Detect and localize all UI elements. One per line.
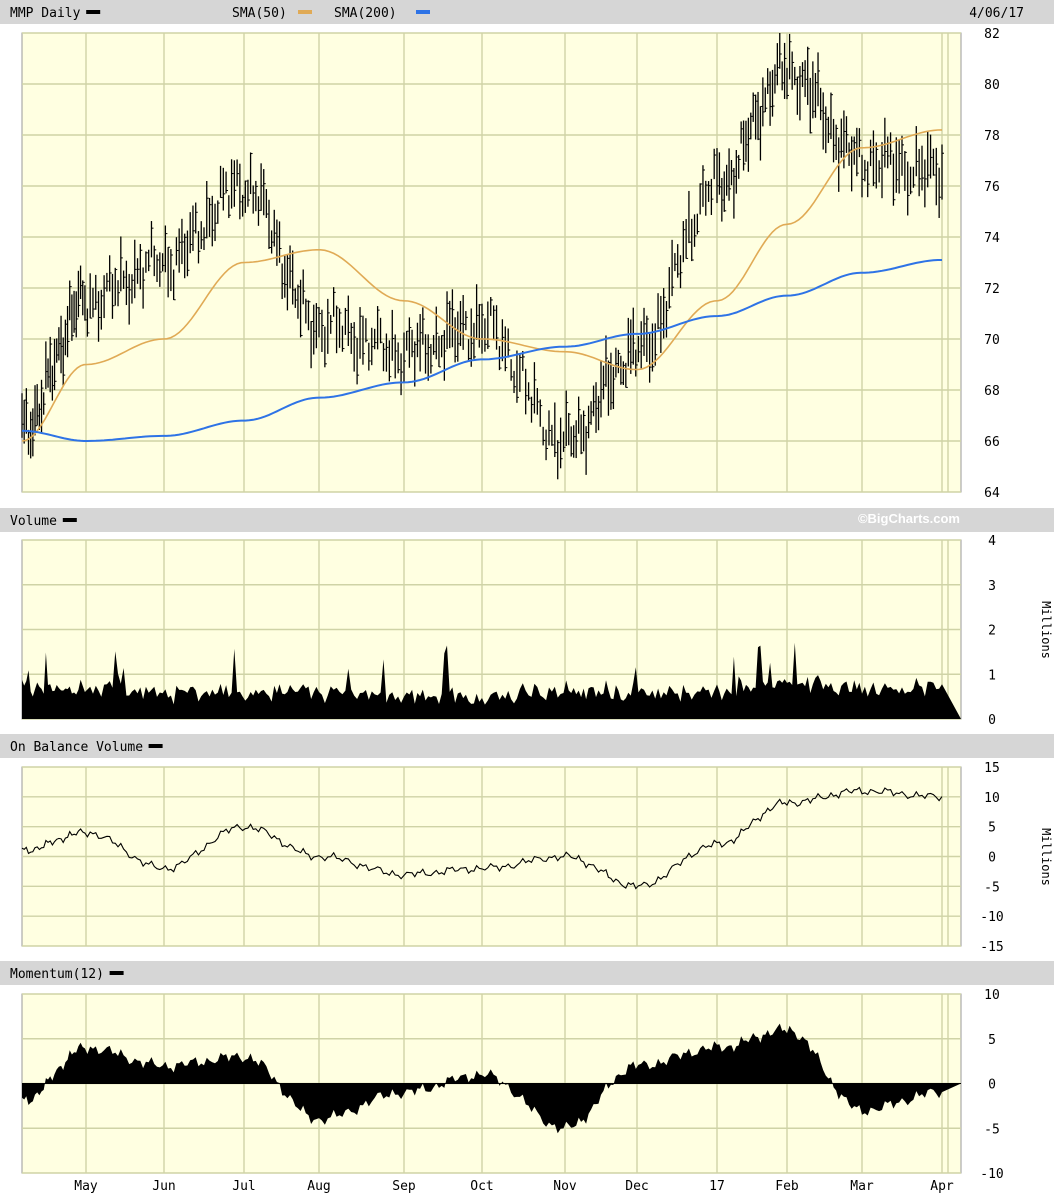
- y-tick-label: 74: [984, 231, 1000, 246]
- y-tick-label: 0: [988, 713, 996, 728]
- y-tick-label: 82: [984, 27, 1000, 42]
- panel-header-bar: [0, 961, 1054, 985]
- sma50-line: [21, 129, 943, 442]
- month-label: 17: [709, 1179, 725, 1194]
- y-axis-unit: Millions: [1039, 828, 1053, 886]
- legend-sma200-label: SMA(200): [334, 6, 397, 21]
- legend-swatch-price: [109, 971, 124, 975]
- month-label: Feb: [775, 1179, 799, 1194]
- legend-swatch-sma50: [298, 10, 312, 14]
- month-label: Dec: [625, 1179, 648, 1194]
- legend-swatch-sma200: [416, 10, 430, 14]
- y-tick-label: 5: [988, 821, 996, 836]
- sma200-line: [21, 259, 942, 442]
- panel-header-bar: [0, 508, 1054, 532]
- y-tick-label: 68: [984, 384, 1000, 399]
- y-tick-label: -10: [980, 910, 1003, 925]
- month-label: Jul: [232, 1179, 255, 1194]
- month-label: Sep: [392, 1179, 416, 1194]
- legend-sma50-label: SMA(50): [232, 6, 287, 21]
- panel-title: MMP Daily: [10, 6, 81, 21]
- copyright-label: ©BigCharts.com: [858, 511, 960, 526]
- y-tick-label: 80: [984, 78, 1000, 93]
- month-label: Aug: [307, 1179, 330, 1194]
- obv-line: [21, 786, 943, 890]
- y-tick-label: 10: [984, 791, 1000, 806]
- month-label: May: [74, 1179, 98, 1194]
- y-tick-label: 66: [984, 435, 1000, 450]
- plot-area: [21, 32, 962, 493]
- y-tick-label: 5: [988, 1033, 996, 1048]
- y-tick-label: 0: [988, 851, 996, 866]
- month-label: Nov: [553, 1179, 577, 1194]
- y-axis-unit: Millions: [1039, 601, 1053, 659]
- month-label: Oct: [470, 1179, 493, 1194]
- y-tick-label: 78: [984, 129, 1000, 144]
- y-tick-label: 1: [988, 668, 996, 683]
- y-tick-label: 72: [984, 282, 1000, 297]
- panel-title: On Balance Volume: [10, 740, 143, 755]
- y-tick-label: 76: [984, 180, 1000, 195]
- panel-header-bar: [0, 0, 1054, 24]
- y-tick-label: 64: [984, 486, 1000, 501]
- header-date: 4/06/17: [969, 6, 1024, 21]
- price-bars: [21, 33, 944, 480]
- y-tick-label: 4: [988, 534, 996, 549]
- y-tick-label: -5: [984, 1122, 1000, 1137]
- legend-swatch-price: [148, 744, 163, 748]
- legend-swatch-price: [86, 10, 101, 14]
- month-label: Apr: [930, 1179, 954, 1194]
- y-tick-label: -5: [984, 880, 1000, 895]
- y-tick-label: 0: [988, 1078, 996, 1093]
- y-tick-label: 15: [984, 761, 1000, 776]
- panel-header-bar: [0, 734, 1054, 758]
- y-tick-label: 2: [988, 624, 996, 639]
- y-tick-label: 70: [984, 333, 1000, 348]
- momentum-area: [22, 1023, 961, 1134]
- y-tick-label: 3: [988, 579, 996, 594]
- legend-swatch-price: [62, 518, 77, 522]
- month-label: Mar: [850, 1179, 874, 1194]
- y-tick-label: 10: [984, 988, 1000, 1003]
- y-tick-label: -15: [980, 940, 1003, 955]
- y-tick-label: -10: [980, 1167, 1003, 1182]
- volume-area: [22, 642, 961, 719]
- panel-title: Volume: [10, 514, 57, 529]
- panel-title: Momentum(12): [10, 967, 104, 982]
- month-label: Jun: [152, 1179, 175, 1194]
